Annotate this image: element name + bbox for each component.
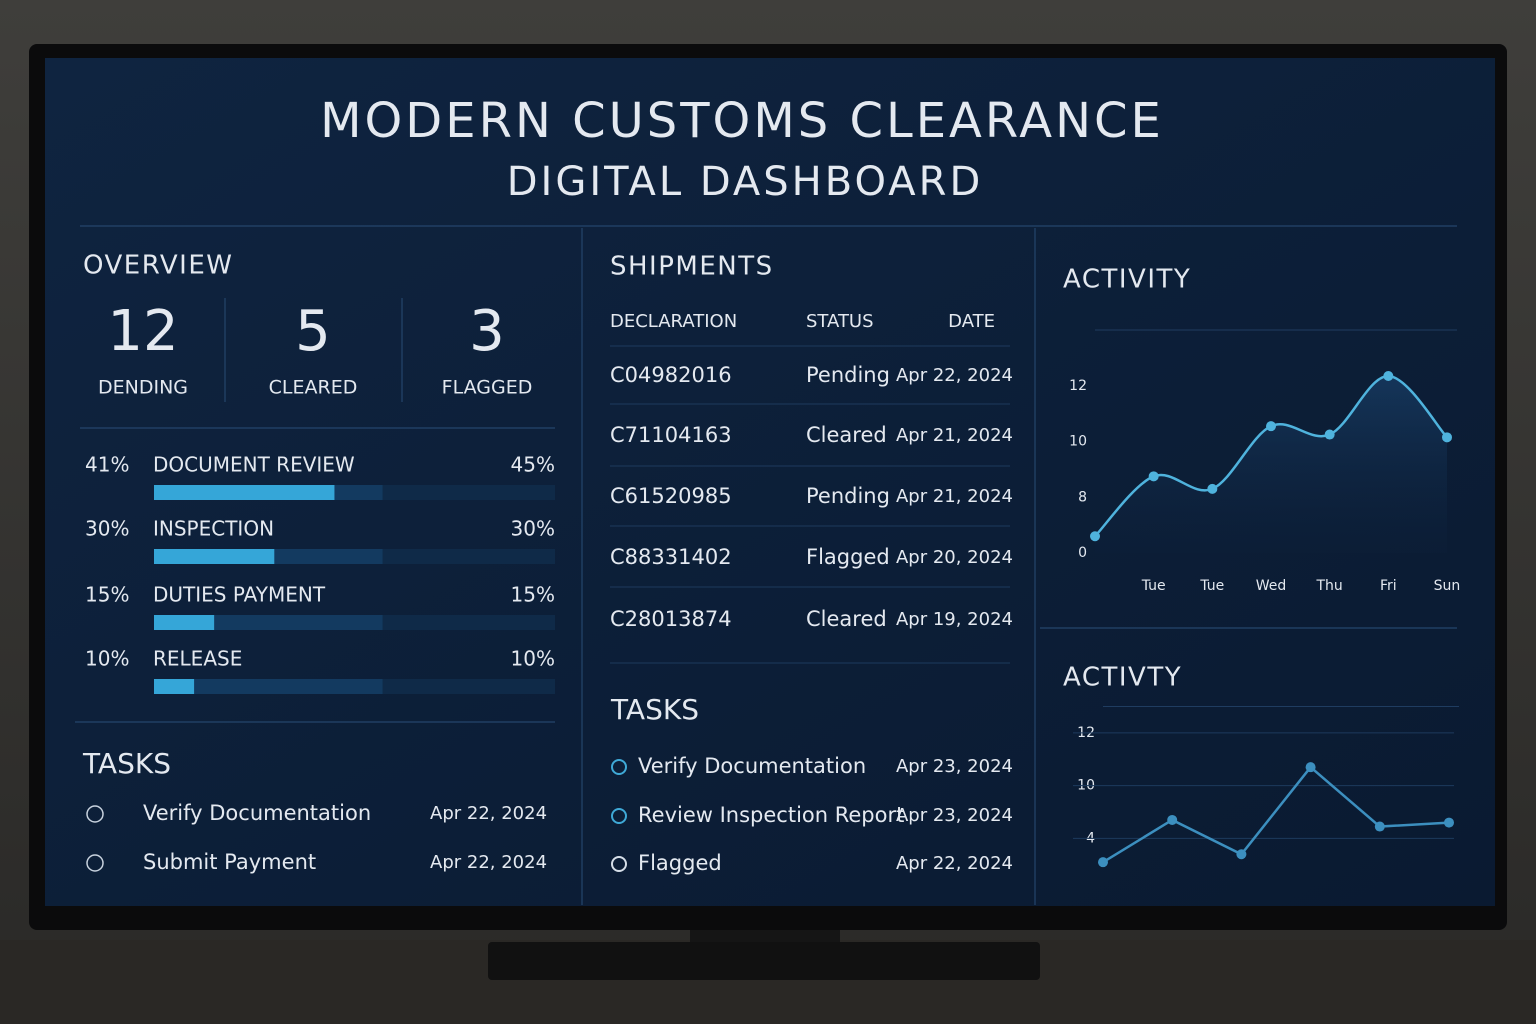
progress-name: INSPECTION bbox=[153, 517, 274, 541]
task-date: Apr 22, 2024 bbox=[430, 852, 547, 873]
task-checkbox bbox=[611, 808, 627, 824]
stat-value: 5 bbox=[295, 299, 331, 364]
task-date: Apr 23, 2024 bbox=[896, 805, 1013, 826]
x-tick-label: Wed bbox=[1256, 578, 1287, 594]
table-cell: Apr 20, 2024 bbox=[896, 547, 1013, 568]
y-tick-label: 10 bbox=[1069, 434, 1087, 450]
point bbox=[1266, 421, 1276, 432]
stat-value: 3 bbox=[469, 299, 505, 364]
task-label: Submit Payment bbox=[143, 850, 316, 874]
task-checkbox bbox=[86, 854, 104, 872]
point bbox=[1236, 849, 1247, 860]
progress-rate: 15% bbox=[85, 583, 129, 607]
y-tick-label: 0 bbox=[1078, 545, 1087, 561]
stat-label: DENDING bbox=[98, 377, 188, 399]
point bbox=[1090, 531, 1100, 542]
column-header: DECLARATION bbox=[610, 311, 737, 332]
column-header: STATUS bbox=[806, 311, 874, 332]
task-date: Apr 22, 2024 bbox=[430, 803, 547, 824]
point bbox=[1324, 429, 1335, 440]
stat-value: 12 bbox=[107, 299, 178, 364]
table-cell: Apr 19, 2024 bbox=[896, 609, 1013, 630]
section-title: TASKS bbox=[610, 693, 699, 726]
progress-name: DOCUMENT REVIEW bbox=[153, 453, 355, 477]
progress-rate: 41% bbox=[85, 453, 129, 477]
title: MODERN CUSTOMS CLEARANCE bbox=[320, 93, 1164, 149]
table-cell: C88331402 bbox=[610, 545, 732, 569]
table-cell: Flagged bbox=[806, 545, 890, 569]
progress-name: DUTIES PAYMENT bbox=[153, 583, 326, 607]
y-tick-label: 12 bbox=[1069, 378, 1087, 394]
point bbox=[1444, 817, 1454, 828]
progress-rate: 30% bbox=[85, 517, 129, 541]
task-date: Apr 23, 2024 bbox=[896, 756, 1013, 777]
table-cell: Pending bbox=[806, 484, 890, 508]
dividers bbox=[75, 225, 1457, 905]
task-checkbox bbox=[611, 759, 627, 775]
point bbox=[1383, 370, 1394, 381]
section-title: SHIPMENTS bbox=[610, 252, 774, 282]
table-cell: C61520985 bbox=[610, 484, 732, 508]
point bbox=[1148, 471, 1159, 482]
task-date: Apr 22, 2024 bbox=[896, 853, 1013, 874]
stat-label: CLEARED bbox=[269, 377, 358, 399]
table-cell: Apr 22, 2024 bbox=[896, 365, 1013, 386]
point bbox=[1374, 821, 1385, 832]
progress-value: 30% bbox=[511, 517, 555, 541]
point bbox=[1167, 814, 1178, 825]
section-title: ACTIVTY bbox=[1063, 663, 1182, 693]
y-tick-label: 8 bbox=[1078, 489, 1087, 505]
progress-bar bbox=[154, 679, 195, 694]
point bbox=[1098, 857, 1108, 868]
x-tick-label: Thu bbox=[1316, 578, 1343, 594]
progress-value: 15% bbox=[511, 583, 555, 607]
point bbox=[1442, 432, 1452, 443]
table-cell: C04982016 bbox=[610, 363, 732, 387]
table-cell: Pending bbox=[806, 363, 890, 387]
tv-stand bbox=[488, 942, 1040, 980]
x-tick-label: Tue bbox=[1199, 578, 1224, 594]
task-label: Verify Documentation bbox=[143, 801, 371, 825]
area bbox=[1095, 375, 1447, 553]
task-checkbox bbox=[86, 805, 104, 823]
section-title: ACTIVITY bbox=[1063, 265, 1191, 295]
table-cell: C28013874 bbox=[610, 607, 732, 631]
column-header: DATE bbox=[948, 311, 995, 332]
progress-track bbox=[154, 679, 383, 694]
table-cell: C71104163 bbox=[610, 423, 732, 447]
point bbox=[1207, 483, 1218, 494]
line bbox=[1102, 765, 1450, 864]
table-cell: Apr 21, 2024 bbox=[896, 425, 1013, 446]
progress-value: 10% bbox=[511, 647, 555, 671]
task-checkbox bbox=[611, 856, 627, 872]
task-label: Verify Documentation bbox=[638, 754, 866, 778]
section-title: OVERVIEW bbox=[83, 251, 233, 281]
progress-bar bbox=[154, 485, 335, 500]
section-title: TASKS bbox=[82, 747, 171, 780]
progress-name: RELEASE bbox=[153, 647, 242, 671]
point bbox=[1305, 762, 1316, 773]
progress-bar bbox=[154, 549, 275, 564]
table-cell: Cleared bbox=[806, 607, 887, 631]
task-label: Flagged bbox=[638, 851, 722, 875]
stat-label: FLAGGED bbox=[442, 377, 533, 399]
progress-bar bbox=[154, 615, 215, 630]
progress-rate: 10% bbox=[85, 647, 129, 671]
x-tick-label: Tue bbox=[1141, 578, 1166, 594]
x-tick-label: Sun bbox=[1434, 578, 1461, 594]
table-cell: Cleared bbox=[806, 423, 887, 447]
subtitle: DIGITAL DASHBOARD bbox=[507, 159, 984, 205]
progress-value: 45% bbox=[511, 453, 555, 477]
x-tick-label: Fri bbox=[1380, 578, 1397, 594]
table-cell: Apr 21, 2024 bbox=[896, 486, 1013, 507]
task-label: Review Inspection Report bbox=[638, 803, 904, 827]
